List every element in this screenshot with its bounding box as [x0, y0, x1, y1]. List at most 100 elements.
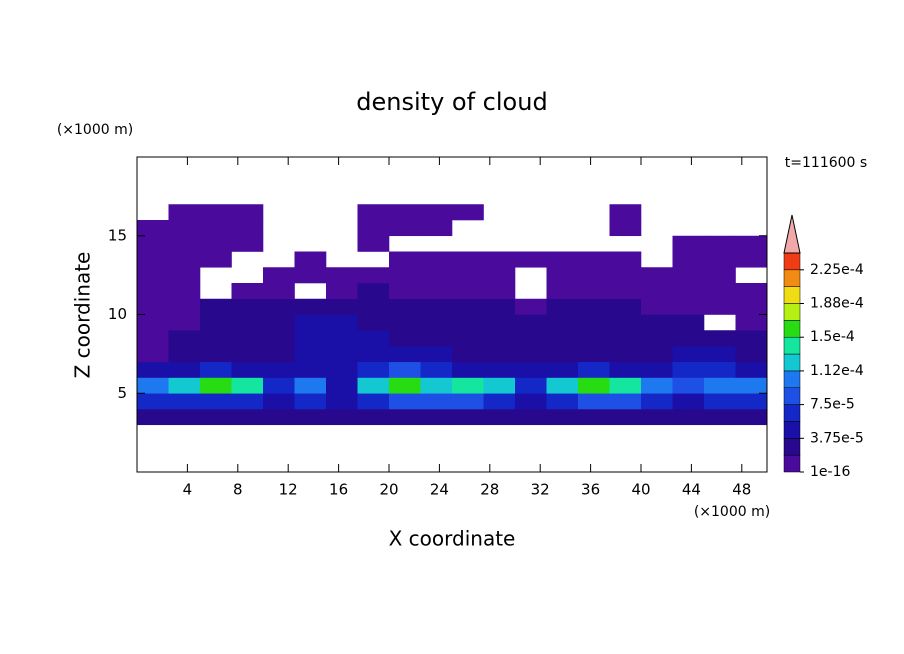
- contour-cell: [483, 267, 516, 284]
- contour-cell: [263, 393, 295, 410]
- contour-cell: [735, 314, 768, 331]
- contour-cell: [357, 298, 390, 315]
- contour-cell: [735, 283, 768, 300]
- contour-cell: [263, 361, 295, 378]
- contour-cell: [200, 314, 232, 331]
- y-unit: (×1000 m): [57, 122, 133, 138]
- contour-cell: [483, 377, 516, 394]
- contour-cell: [546, 330, 579, 347]
- contour-cell: [326, 377, 358, 394]
- contour-cell: [294, 251, 327, 268]
- contour-cell: [515, 377, 547, 394]
- contour-cell: [546, 267, 579, 284]
- contour-cell: [672, 393, 705, 410]
- colorbar-tick-label: 7.5e-5: [810, 397, 855, 413]
- contour-cell: [515, 409, 547, 426]
- contour-cell: [735, 251, 768, 268]
- contour-cell: [704, 377, 736, 394]
- contour-cell: [200, 409, 232, 426]
- contour-cell: [420, 393, 453, 410]
- contour-cell: [231, 409, 264, 426]
- contour-cell: [137, 346, 169, 363]
- contour-cell: [483, 283, 516, 300]
- x-tick-label: 44: [682, 481, 701, 499]
- contour-cell: [137, 330, 169, 347]
- contour-cell: [735, 361, 768, 378]
- colorbar-tick-label: 2.25e-4: [810, 262, 864, 278]
- contour-cell: [168, 220, 201, 237]
- contour-cell: [357, 235, 390, 252]
- contour-cell: [515, 393, 547, 410]
- contour-cell: [420, 330, 453, 347]
- contour-cell: [641, 393, 673, 410]
- contour-cell: [672, 377, 705, 394]
- x-tick-label: 24: [430, 481, 449, 499]
- contour-cell: [704, 267, 736, 284]
- contour-cell: [389, 204, 421, 221]
- contour-cell: [704, 298, 736, 315]
- x-tick-label: 12: [279, 481, 298, 499]
- contour-cell: [231, 393, 264, 410]
- contour-cell: [294, 330, 327, 347]
- contour-cell: [641, 330, 673, 347]
- contour-cell: [389, 298, 421, 315]
- contour-cell: [609, 251, 642, 268]
- contour-cell: [294, 361, 327, 378]
- contour-cell: [704, 346, 736, 363]
- colorbar-tick-label: 1e-16: [810, 464, 850, 480]
- contour-cell: [326, 346, 358, 363]
- contour-cell: [263, 330, 295, 347]
- contour-cell: [515, 251, 547, 268]
- contour-cell: [672, 314, 705, 331]
- contour-cell: [420, 361, 453, 378]
- contour-cell: [137, 314, 169, 331]
- contour-cell: [578, 346, 610, 363]
- x-axis-label: X coordinate: [389, 527, 516, 551]
- contour-cell: [389, 377, 421, 394]
- contour-cell: [515, 346, 547, 363]
- contour-cell: [672, 251, 705, 268]
- contour-cell: [452, 298, 484, 315]
- contour-cell: [168, 393, 201, 410]
- contour-cell: [200, 330, 232, 347]
- contour-cell: [168, 377, 201, 394]
- contour-cell: [546, 377, 579, 394]
- contour-cell: [420, 298, 453, 315]
- contour-cell: [578, 409, 610, 426]
- contour-cell: [420, 220, 453, 237]
- contour-cell: [420, 283, 453, 300]
- colorbar-box: [783, 252, 801, 271]
- contour-cell: [672, 361, 705, 378]
- contour-cell: [641, 298, 673, 315]
- contour-field: [137, 204, 768, 426]
- contour-cell: [735, 330, 768, 347]
- contour-cell: [168, 298, 201, 315]
- x-tick-label: 20: [379, 481, 398, 499]
- contour-cell: [452, 283, 484, 300]
- contour-cell: [578, 393, 610, 410]
- contour-cell: [137, 298, 169, 315]
- contour-cell: [294, 314, 327, 331]
- contour-cell: [452, 330, 484, 347]
- contour-cell: [452, 251, 484, 268]
- contour-cell: [294, 409, 327, 426]
- contour-cell: [672, 346, 705, 363]
- contour-cell: [263, 346, 295, 363]
- contour-cell: [200, 361, 232, 378]
- contour-cell: [420, 409, 453, 426]
- contour-cell: [389, 346, 421, 363]
- contour-cell: [137, 377, 169, 394]
- colorbar-box: [783, 269, 801, 287]
- contour-cell: [389, 267, 421, 284]
- contour-cell: [641, 283, 673, 300]
- contour-cell: [200, 251, 232, 268]
- contour-cell: [231, 298, 264, 315]
- contour-cell: [546, 409, 579, 426]
- contour-cell: [200, 393, 232, 410]
- contour-cell: [483, 251, 516, 268]
- contour-cell: [389, 251, 421, 268]
- contour-cell: [735, 409, 768, 426]
- x-tick-label: 4: [183, 481, 193, 499]
- contour-cell: [168, 346, 201, 363]
- contour-cell: [483, 298, 516, 315]
